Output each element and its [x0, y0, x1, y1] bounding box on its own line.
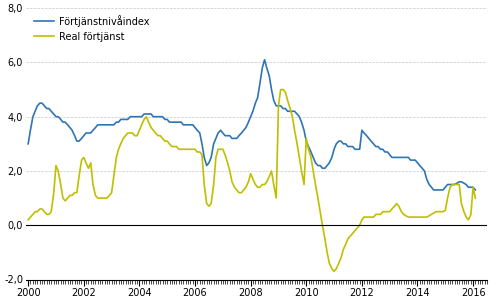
Real förtjänst	[67, 194, 73, 197]
Real förtjänst	[25, 218, 31, 222]
Real förtjänst	[375, 213, 381, 216]
Legend: Förtjänstnivåindex, Real förtjänst: Förtjänstnivåindex, Real förtjänst	[31, 11, 153, 45]
Förtjänstnivåindex	[387, 153, 393, 156]
Real förtjänst	[257, 185, 263, 189]
Real förtjänst	[389, 207, 395, 211]
Real förtjänst	[277, 88, 283, 92]
Förtjänstnivåindex	[430, 188, 436, 192]
Förtjänstnivåindex	[373, 145, 379, 148]
Real förtjänst	[236, 191, 242, 194]
Förtjänstnivåindex	[118, 117, 123, 121]
Förtjänstnivåindex	[257, 82, 263, 86]
Line: Real förtjänst: Real förtjänst	[28, 90, 475, 271]
Förtjänstnivåindex	[262, 58, 268, 62]
Real förtjänst	[331, 270, 337, 273]
Förtjänstnivåindex	[236, 134, 242, 137]
Real förtjänst	[472, 196, 478, 200]
Line: Förtjänstnivåindex: Förtjänstnivåindex	[28, 60, 475, 190]
Real förtjänst	[118, 142, 123, 146]
Förtjänstnivåindex	[25, 142, 31, 146]
Förtjänstnivåindex	[67, 126, 73, 129]
Förtjänstnivåindex	[472, 188, 478, 192]
